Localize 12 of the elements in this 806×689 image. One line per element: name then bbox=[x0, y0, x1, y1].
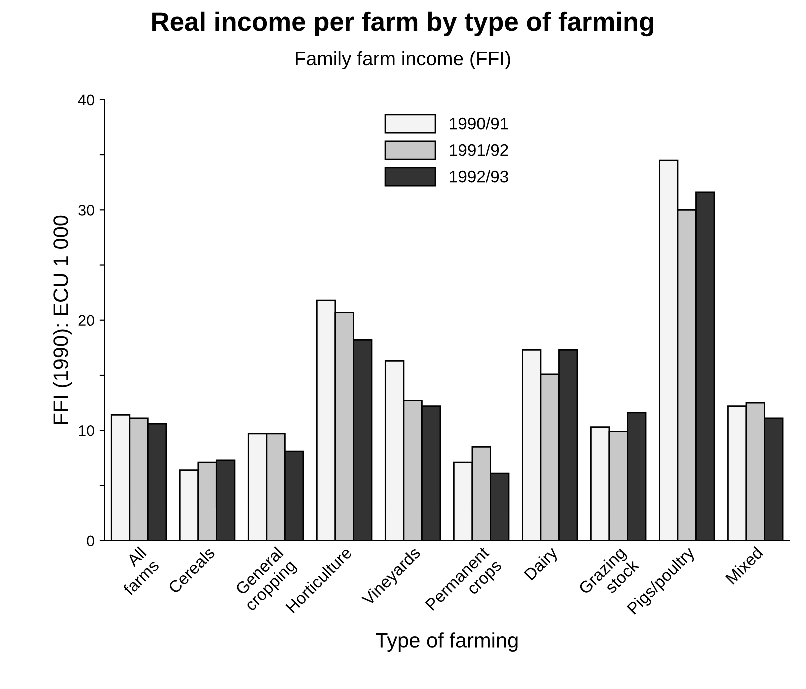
legend-label: 1990/91 bbox=[450, 117, 508, 130]
chart-title: Real income per farm by type of farming bbox=[152, 12, 654, 37]
y-tick-label: 10 bbox=[79, 425, 94, 436]
y-tick-label: 40 bbox=[78, 94, 94, 106]
legend-label: 1991/92 bbox=[450, 144, 508, 156]
y-axis-title: FFI (1990): ECU 1 000 bbox=[53, 216, 72, 424]
y-tick-label: 0 bbox=[87, 536, 94, 547]
legend-label: 1992/93 bbox=[450, 170, 508, 183]
y-tick-label: 20 bbox=[78, 315, 94, 326]
x-axis-title: Type of farming bbox=[376, 632, 518, 652]
y-tick-label: 30 bbox=[78, 205, 94, 216]
chart-subtitle: Family farm income (FFI) bbox=[296, 51, 510, 70]
